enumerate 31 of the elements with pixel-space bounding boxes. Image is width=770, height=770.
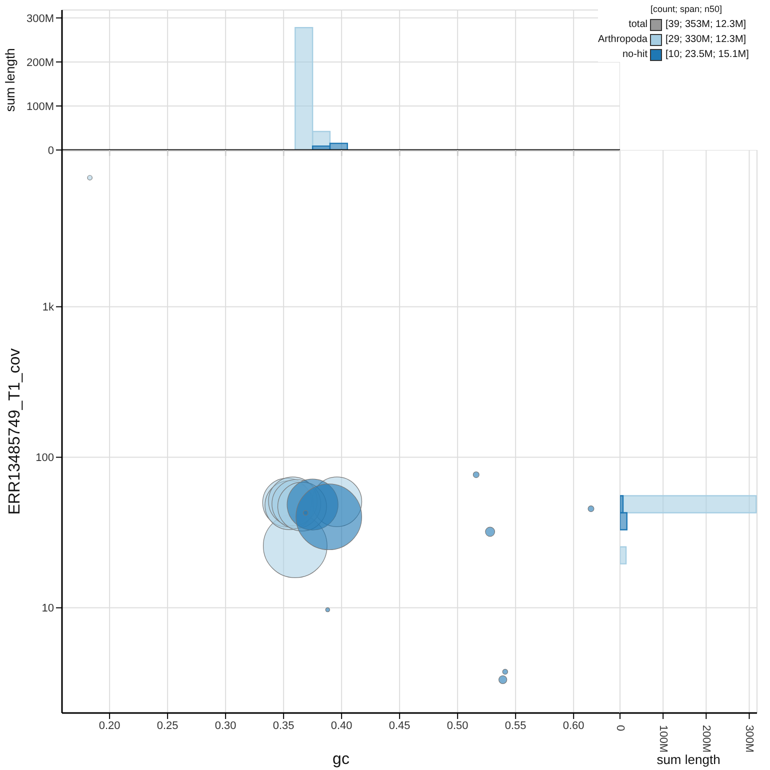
text: [29; 330M; 12.3M] — [664, 33, 748, 47]
text: [39; 353M; 12.3M] — [664, 18, 748, 32]
y-tick-label: 100M — [26, 100, 54, 113]
x-tick-label: 0.60 — [562, 720, 584, 732]
x-tick-label: 300M — [743, 725, 756, 753]
x-tick-label: 100M — [657, 725, 670, 753]
legend-title: [count; span; n50] — [650, 3, 724, 16]
x-axis-title: sum length — [656, 752, 720, 767]
x-tick-label: 200M — [700, 725, 712, 753]
x-tick-label: 0.40 — [330, 720, 352, 732]
x-tick-label: 0.50 — [446, 720, 468, 732]
y-tick-label: 10 — [42, 602, 54, 615]
y-axis-title: sum length — [2, 48, 18, 112]
x-tick-label: 0.45 — [388, 720, 410, 732]
legend-label: no-hit — [621, 48, 648, 62]
y-tick-label: 100 — [36, 452, 54, 464]
x-tick-label: 0 — [614, 725, 626, 732]
y-axis-title: ERR13485749_T1_cov — [6, 348, 24, 515]
x-tick-label: 0.20 — [98, 720, 120, 732]
x-tick-label: 0.35 — [272, 720, 294, 732]
text: total — [628, 18, 648, 32]
y-tick-label: 1k — [42, 302, 54, 314]
legend-label: Arthropoda — [598, 33, 648, 47]
y-tick-label: 0 — [48, 144, 54, 157]
x-tick-label: 0.30 — [214, 720, 236, 732]
x-tick-label: 0.55 — [504, 720, 526, 732]
y-tick-label: 300M — [26, 12, 54, 25]
y-tick-label: 200M — [26, 56, 54, 69]
text: [10; 23.5M; 15.1M] — [664, 48, 749, 62]
x-axis-title: gc — [332, 751, 350, 768]
x-tick-label: 0.25 — [156, 720, 178, 732]
